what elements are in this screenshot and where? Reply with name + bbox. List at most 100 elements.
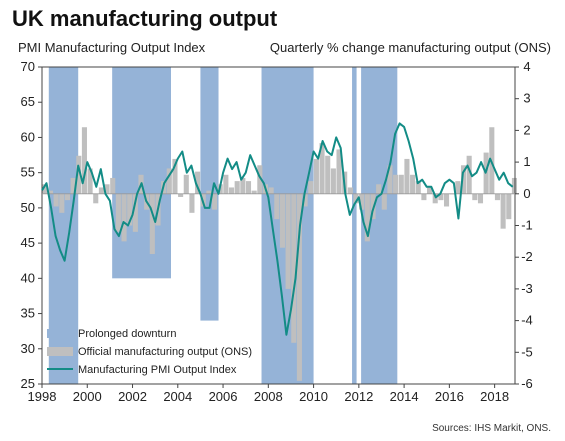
ons-bar [313, 158, 319, 194]
ons-bar [415, 181, 421, 194]
ons-bar [87, 168, 93, 194]
right-tick-label: -1 [521, 218, 533, 233]
ons-bar [251, 190, 257, 194]
ons-bar [296, 193, 302, 381]
ons-bar [330, 168, 336, 194]
downturn-layer [48, 67, 398, 384]
x-tick-label: 2010 [299, 389, 328, 404]
legend-swatch-ons [47, 347, 73, 356]
x-tick-label: 2000 [73, 389, 102, 404]
left-tick-label: 40 [21, 270, 35, 285]
ons-bar [178, 193, 184, 197]
right-tick-label: -2 [521, 249, 533, 264]
ons-bar [166, 168, 172, 194]
x-tick-label: 2008 [254, 389, 283, 404]
ons-bar [104, 184, 110, 194]
ons-bar [127, 193, 133, 226]
ons-bar [511, 177, 517, 194]
ons-bar [353, 193, 359, 204]
ons-bar [59, 193, 65, 213]
ons-bar [381, 193, 387, 210]
source-note: Sources: IHS Markit, ONS. [432, 423, 551, 434]
ons-bar [477, 193, 484, 204]
ons-bar [53, 193, 59, 207]
ons-bar [364, 193, 370, 242]
ons-bar [285, 193, 291, 289]
ons-bar [228, 187, 235, 194]
x-tick-label: 1998 [28, 389, 57, 404]
ons-bar [347, 187, 353, 194]
legend-label-downturn: Prolonged downturn [78, 328, 176, 340]
downturn-band-5 [352, 67, 357, 384]
ons-bar [121, 193, 127, 242]
x-tick-label: 2018 [480, 389, 509, 404]
x-tick-label: 2014 [390, 389, 419, 404]
ons-bar [70, 177, 76, 194]
left-tick-label: 70 [21, 59, 35, 74]
chart-title: UK manufacturing output [12, 6, 278, 31]
ons-bar [506, 193, 512, 220]
left-tick-label: 45 [21, 235, 35, 250]
ons-bar [472, 193, 478, 201]
right-axis-label: Quarterly % change manufacturing output … [270, 40, 551, 55]
left-axis-label: PMI Manufacturing Output Index [18, 40, 206, 55]
ons-bar [427, 187, 433, 194]
ons-bar [279, 193, 286, 248]
right-tick-label: 4 [523, 59, 530, 74]
legend: Prolonged downturn Official manufacturin… [47, 328, 252, 376]
right-tick-label: 0 [523, 186, 530, 201]
left-tick-label: 30 [21, 341, 35, 356]
left-tick-label: 60 [21, 129, 35, 144]
ons-bar [149, 193, 155, 255]
ons-bar [460, 165, 467, 194]
ons-bar [64, 193, 71, 201]
ons-bar [404, 158, 410, 194]
pmi-series-line [41, 122, 514, 336]
ons-bar [234, 181, 240, 194]
right-tick-label: -6 [521, 376, 533, 391]
axes: 25 30 35 40 45 50 55 60 65 70 -6 -5 -4 -3 -2 -1 0 1 2 3 4 199… [21, 59, 533, 404]
ons-bar [421, 193, 427, 201]
right-tick-label: 2 [523, 122, 530, 137]
ons-bar [110, 177, 116, 194]
legend-swatch-downturn [47, 329, 73, 338]
ons-bar [115, 193, 121, 232]
ons-bar [466, 155, 472, 194]
ons-bar [325, 155, 331, 194]
ons-bar [336, 149, 342, 194]
ons-bar [398, 174, 404, 194]
x-tick-label: 2006 [209, 389, 238, 404]
ons-bar [274, 193, 280, 220]
ons-bar [132, 193, 138, 232]
right-tick-label: 3 [523, 91, 530, 106]
legend-label-pmi: Manufacturing PMI Output Index [78, 364, 237, 376]
right-tick-label: -5 [521, 344, 533, 359]
ons-bar [291, 193, 297, 343]
ons-bar [76, 155, 82, 194]
right-tick-label: -3 [521, 281, 533, 296]
left-tick-label: 55 [21, 165, 35, 180]
ons-bar [183, 174, 189, 194]
x-tick-label: 2002 [118, 389, 147, 404]
ons-bar [172, 158, 178, 194]
ons-bar [245, 181, 252, 194]
ons-bar [195, 171, 201, 194]
right-tick-label: -4 [521, 313, 533, 328]
ons-bar [393, 174, 399, 194]
left-tick-label: 65 [21, 94, 35, 109]
ons-bar [319, 143, 325, 194]
ons-bar [443, 193, 450, 207]
ons-bar [240, 177, 246, 194]
ons-bar [438, 193, 444, 201]
downturn-band-2 [112, 67, 171, 279]
ons-bar [206, 190, 212, 194]
ons-bar [81, 127, 87, 194]
x-tick-label: 2004 [163, 389, 192, 404]
ons-bar [93, 193, 99, 204]
ons-bar [212, 193, 218, 210]
ons-bar [189, 193, 195, 213]
left-tick-label: 35 [21, 306, 35, 321]
right-tick-label: 1 [523, 154, 530, 169]
ons-bar [223, 174, 229, 194]
ons-bar [494, 193, 501, 201]
